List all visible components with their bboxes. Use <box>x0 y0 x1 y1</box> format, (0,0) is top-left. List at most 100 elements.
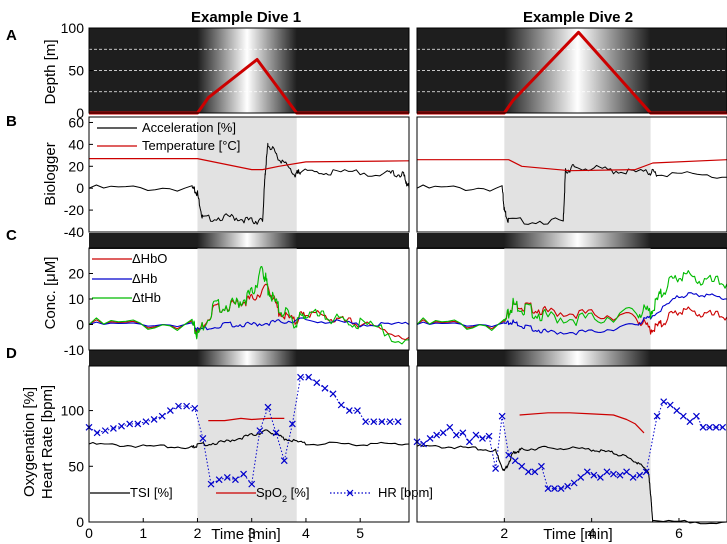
axes-frame <box>416 247 727 351</box>
panel-label-c: C <box>6 227 17 244</box>
title-dive-2: Example Dive 2 <box>523 9 633 26</box>
hr-marker <box>518 462 526 470</box>
hr-marker <box>459 429 467 437</box>
hr-marker <box>118 422 125 430</box>
dive-shade <box>197 117 297 232</box>
panel-label-d: D <box>6 345 17 362</box>
y-tick-label: 60 <box>68 114 84 130</box>
temperature-line <box>417 159 727 172</box>
tsi-line <box>88 429 410 450</box>
hr-marker <box>288 420 296 428</box>
hr-marker <box>610 470 617 478</box>
hr-marker <box>370 418 378 426</box>
hr-marker <box>636 471 644 479</box>
y-tick-label: 10 <box>68 291 84 307</box>
hr-marker <box>223 474 231 481</box>
legend-hr: HR [bpm] <box>378 485 433 500</box>
hr-marker <box>544 485 552 492</box>
hr-marker <box>297 373 304 381</box>
x-tick-label: 2 <box>500 525 508 541</box>
dive-strip <box>417 233 727 249</box>
hr-marker <box>433 431 441 439</box>
hr-marker <box>564 482 572 490</box>
hr-marker <box>175 402 182 410</box>
hr-marker <box>142 418 150 426</box>
hr-marker <box>305 373 313 381</box>
ylabel-depth: Depth [m] <box>42 39 59 104</box>
hr-marker <box>452 431 460 439</box>
hr-marker <box>426 435 434 442</box>
hr-marker <box>712 423 720 431</box>
x-tick-label: 3 <box>248 525 256 541</box>
hr-marker <box>524 468 532 476</box>
x-tick-label: 0 <box>85 525 93 541</box>
legend-acceleration: Acceleration [%] <box>142 120 236 135</box>
x-tick-label: 6 <box>675 525 683 541</box>
hr-marker <box>596 474 604 481</box>
hr-marker <box>240 470 248 478</box>
y-tick-label: 20 <box>68 266 84 282</box>
hr-marker <box>485 432 493 440</box>
dive-shade <box>504 248 651 350</box>
hr-marker <box>256 427 264 435</box>
hr-marker <box>686 418 694 426</box>
acceleration-line <box>416 164 727 225</box>
hr-marker <box>378 418 386 426</box>
hr-marker <box>623 468 631 476</box>
hr-marker <box>313 379 321 387</box>
x-tick-label: 2 <box>194 525 202 541</box>
hr-marker <box>337 401 345 409</box>
legend-tsi: TSI [%] <box>130 485 173 500</box>
axes-frame <box>416 365 727 523</box>
hr-marker <box>699 423 707 431</box>
axes-frame <box>88 116 410 233</box>
hr-marker <box>590 471 598 479</box>
hr-marker <box>472 431 480 439</box>
y-tick-label: 100 <box>61 403 85 419</box>
hr-marker <box>93 429 101 437</box>
dive-strip <box>89 350 409 366</box>
y-tick-label: 100 <box>61 20 85 36</box>
dive-shade <box>504 366 651 522</box>
x-tick-label: 1 <box>139 525 147 541</box>
axes-frame <box>88 365 410 523</box>
hr-marker <box>679 412 687 420</box>
y-tick-label: 0 <box>76 317 84 333</box>
hr-marker <box>446 423 454 431</box>
y-tick-label: 0 <box>76 514 84 530</box>
y-tick-label: 50 <box>68 458 84 474</box>
x-tick-label: 5 <box>356 525 364 541</box>
x-tick-label: 4 <box>588 525 596 541</box>
legend-spo2: SpO2 [%] <box>256 485 309 504</box>
ylabel-conc: Conc. [μM] <box>42 257 59 330</box>
hr-marker <box>354 407 361 414</box>
hr-marker <box>551 485 558 492</box>
hr-marker <box>498 412 506 420</box>
legend-temperature: Temperature [°C] <box>142 138 240 153</box>
y-tick-label: -40 <box>64 224 84 240</box>
y-tick-label: 0 <box>76 180 84 196</box>
axes-frame <box>416 116 727 233</box>
dhb-line <box>416 292 727 336</box>
acceleration-line <box>88 142 410 225</box>
hr-marker <box>150 416 158 423</box>
legend-dthb: ΔtHb <box>132 290 161 305</box>
hr-marker <box>531 468 539 476</box>
hr-marker <box>706 423 713 431</box>
spo2-line <box>208 417 285 422</box>
hr-marker <box>511 457 519 465</box>
temperature-line <box>89 158 410 171</box>
hr-marker <box>183 402 191 410</box>
y-tick-label: 20 <box>68 158 84 174</box>
ylabel-biologger: Biologger <box>42 142 59 205</box>
hr-marker <box>577 474 585 481</box>
dive-strip <box>89 233 409 249</box>
hr-marker <box>420 440 427 448</box>
hr-marker <box>719 423 727 431</box>
hr-marker <box>362 418 370 426</box>
hr-marker <box>272 429 280 437</box>
x-tick-label: 4 <box>302 525 310 541</box>
hr-marker <box>199 435 207 442</box>
hr-marker <box>439 429 447 437</box>
